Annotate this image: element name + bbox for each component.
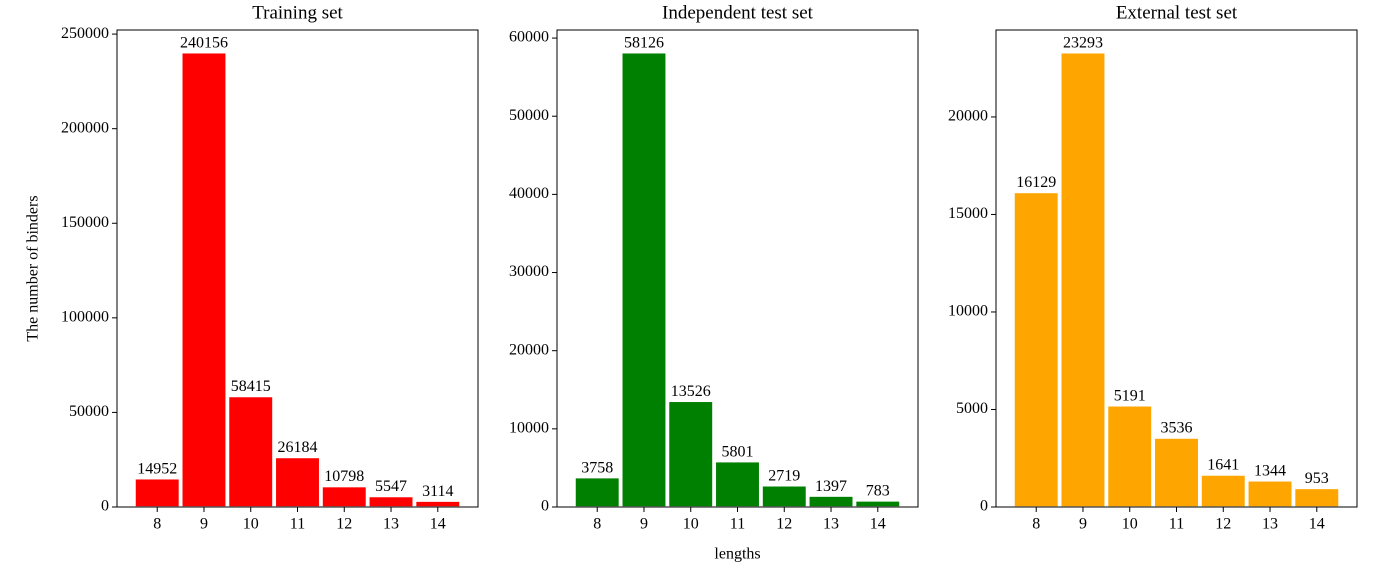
value-label: 783 [866, 483, 890, 500]
y-tick-label: 30000 [509, 263, 549, 280]
x-tick-label: 11 [1169, 516, 1184, 533]
bar [134, 477, 181, 508]
bar [808, 495, 854, 508]
x-tick-label: 10 [243, 516, 259, 533]
value-label: 1344 [1254, 462, 1286, 479]
bar [574, 476, 621, 508]
bar [714, 460, 761, 508]
x-tick-label: 9 [640, 516, 648, 533]
value-label: 10798 [324, 468, 364, 485]
y-tick-label: 20000 [509, 341, 549, 358]
y-tick-label: 0 [101, 498, 109, 515]
bar [274, 456, 321, 508]
axes-frame [995, 29, 1358, 508]
chart-title: Independent test set [662, 2, 814, 23]
chart-title: External test set [1116, 2, 1238, 23]
bar [1153, 437, 1200, 508]
y-tick-label: 50000 [69, 403, 109, 420]
value-label: 13526 [671, 383, 711, 400]
bar [667, 400, 714, 508]
value-label: 5547 [375, 478, 407, 495]
x-tick-label: 10 [1122, 516, 1138, 533]
bar [1247, 480, 1293, 508]
value-label: 953 [1305, 470, 1329, 487]
value-label: 58126 [624, 34, 664, 51]
x-tick-label: 14 [430, 516, 446, 533]
value-label: 5801 [722, 443, 754, 460]
value-label: 16129 [1016, 174, 1056, 191]
x-axis-label: lengths [714, 546, 760, 563]
value-label: 1397 [815, 478, 847, 495]
value-label: 14952 [137, 460, 177, 477]
bar [1200, 474, 1247, 508]
bar [227, 395, 274, 508]
y-tick-label: 250000 [61, 25, 109, 42]
x-tick-label: 8 [1032, 516, 1040, 533]
y-tick-label: 100000 [61, 309, 109, 326]
bar [1106, 405, 1153, 508]
y-tick-label: 0 [541, 498, 549, 515]
bar [854, 500, 901, 508]
x-tick-label: 12 [776, 516, 792, 533]
x-tick-label: 13 [383, 516, 399, 533]
y-tick-label: 50000 [509, 107, 549, 124]
bar [1013, 191, 1060, 508]
y-tick-label: 10000 [509, 420, 549, 437]
value-label: 1641 [1207, 457, 1239, 474]
x-tick-label: 11 [730, 516, 745, 533]
y-tick-label: 10000 [948, 303, 988, 320]
value-label: 240156 [180, 34, 228, 51]
x-tick-label: 14 [1309, 516, 1325, 533]
value-label: 26184 [278, 439, 318, 456]
x-tick-label: 8 [153, 516, 161, 533]
y-tick-label: 40000 [509, 185, 549, 202]
y-tick-label: 5000 [956, 400, 988, 417]
y-tick-label: 200000 [61, 119, 109, 136]
bar [368, 495, 414, 508]
bar [181, 51, 227, 508]
x-tick-label: 13 [1262, 516, 1278, 533]
value-label: 3536 [1161, 420, 1193, 437]
value-label: 3114 [422, 483, 453, 500]
x-tick-label: 12 [336, 516, 352, 533]
x-tick-label: 11 [290, 516, 305, 533]
y-tick-label: 0 [980, 498, 988, 515]
y-tick-label: 20000 [948, 108, 988, 125]
chart-title: Training set [252, 2, 343, 23]
x-tick-label: 9 [1079, 516, 1087, 533]
value-label: 58415 [231, 378, 271, 395]
x-tick-label: 12 [1215, 516, 1231, 533]
value-label: 23293 [1063, 34, 1103, 51]
value-label: 3758 [581, 459, 613, 476]
x-tick-label: 13 [823, 516, 839, 533]
y-axis-label: The number of binders [25, 195, 42, 341]
x-tick-label: 9 [200, 516, 208, 533]
x-tick-label: 10 [683, 516, 699, 533]
y-tick-label: 15000 [948, 205, 988, 222]
bar [1060, 51, 1106, 508]
axes-frame [556, 29, 919, 508]
axes-frame [116, 29, 479, 508]
x-tick-label: 8 [593, 516, 601, 533]
bar [621, 51, 667, 508]
value-label: 5191 [1114, 387, 1146, 404]
y-tick-label: 150000 [61, 214, 109, 231]
bar [1293, 487, 1340, 508]
bar [761, 484, 808, 508]
value-label: 2719 [768, 467, 800, 484]
x-tick-label: 14 [870, 516, 886, 533]
bar [414, 500, 461, 508]
y-tick-label: 60000 [509, 29, 549, 46]
bar [321, 485, 368, 508]
